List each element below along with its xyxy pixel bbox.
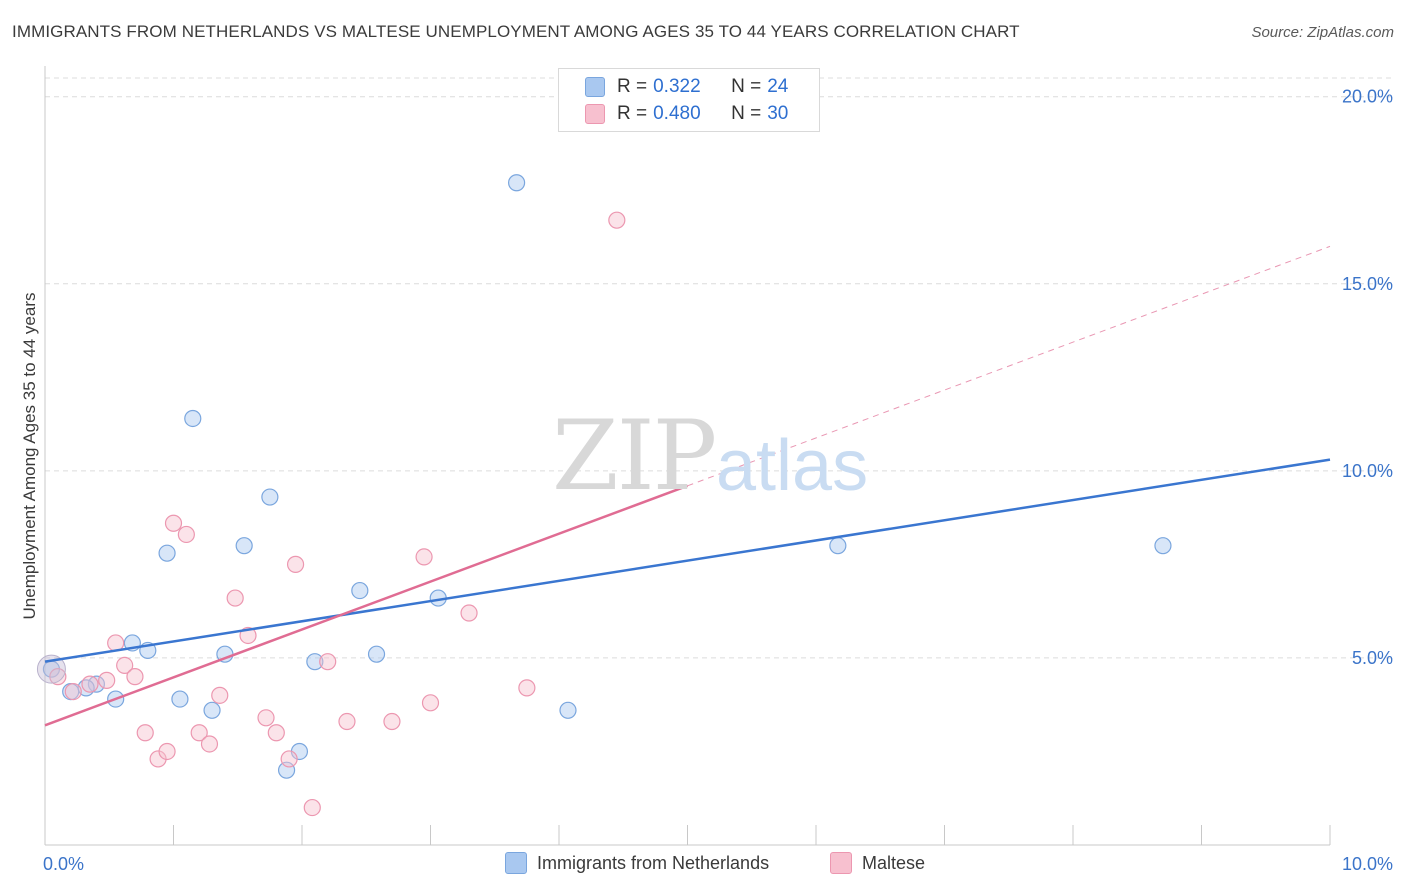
y-tick-label: 15.0% [1342,274,1393,294]
n-label: N = [731,103,762,124]
y-tick-label: 10.0% [1342,461,1393,481]
netherlands-point [158,544,176,562]
netherlands-legend-swatch [505,852,527,874]
netherlands-point [171,690,189,708]
watermark-atlas: atlas [716,426,869,506]
overlap-point [36,654,66,684]
maltese-point [319,653,337,671]
r-label: R = [617,103,648,124]
maltese-point [267,724,285,742]
maltese-point [136,724,154,742]
maltese-point [338,712,356,731]
legend-item-maltese[interactable]: Maltese [830,852,925,874]
maltese-point [126,668,144,686]
netherlands-point [829,537,847,555]
n-value: 30 [767,103,789,124]
legend-label-maltese: Maltese [862,852,926,873]
maltese-point [64,682,82,701]
netherlands-point [351,581,369,600]
r-value: 0.322 [653,76,701,97]
maltese-trendline-extension [687,245,1331,487]
netherlands-point [507,174,526,192]
netherlands-point [277,761,296,779]
maltese-point [286,555,305,573]
watermark-zip: ZIP [552,400,717,512]
maltese-point [280,750,298,768]
r-value: 0.480 [653,103,701,124]
chart-source: Source: ZipAtlas.com [1251,24,1394,41]
maltese-point [98,671,116,689]
netherlands-point [235,537,253,555]
n-value: 24 [767,76,789,97]
netherlands-point [559,701,577,719]
stats-legend-row-maltese: R = 0.480 N = 30 [585,102,788,126]
netherlands-point [261,488,279,506]
maltese-point [303,798,321,817]
maltese-point [177,525,195,544]
netherlands-point [87,675,106,693]
maltese-point [81,675,99,693]
maltese-point [190,724,208,742]
maltese-point [518,679,536,697]
maltese-swatch [585,104,605,124]
maltese-point [383,712,401,731]
netherlands-point [367,645,386,663]
y-tick-label: 5.0% [1352,648,1393,668]
netherlands-point [306,653,324,671]
maltese-point [200,735,219,753]
netherlands-point [184,409,202,428]
stats-legend-row-netherlands: R = 0.322 N = 24 [585,75,788,99]
maltese-legend-swatch [830,852,852,874]
stats-legend: R = 0.322 N = 24 R = 0.480 N = 30 [558,68,820,132]
legend-item-netherlands[interactable]: Immigrants from Netherlands [505,852,769,874]
n-label: N = [731,76,762,97]
netherlands-trendline [44,458,1331,663]
x-tick-label: 0.0% [43,854,84,874]
maltese-point [158,742,176,761]
maltese-point [257,709,275,727]
maltese-point [608,211,626,229]
netherlands-point [1154,537,1172,555]
maltese-point [211,686,229,704]
y-tick-label: 20.0% [1342,87,1393,107]
maltese-point [49,668,67,686]
maltese-point [421,694,440,712]
y-axis-label: Unemployment Among Ages 35 to 44 years [20,292,39,620]
netherlands-swatch [585,77,605,97]
legend-label-netherlands: Immigrants from Netherlands [537,852,770,873]
x-tick-label: 10.0% [1342,854,1393,874]
maltese-point [226,589,244,607]
maltese-point [460,604,478,622]
chart-title: IMMIGRANTS FROM NETHERLANDS VS MALTESE U… [12,22,1020,41]
maltese-point [415,548,433,566]
maltese-trendline [44,484,688,727]
maltese-point [116,656,134,675]
r-label: R = [617,76,648,97]
netherlands-point [203,701,221,719]
maltese-point [164,514,183,532]
